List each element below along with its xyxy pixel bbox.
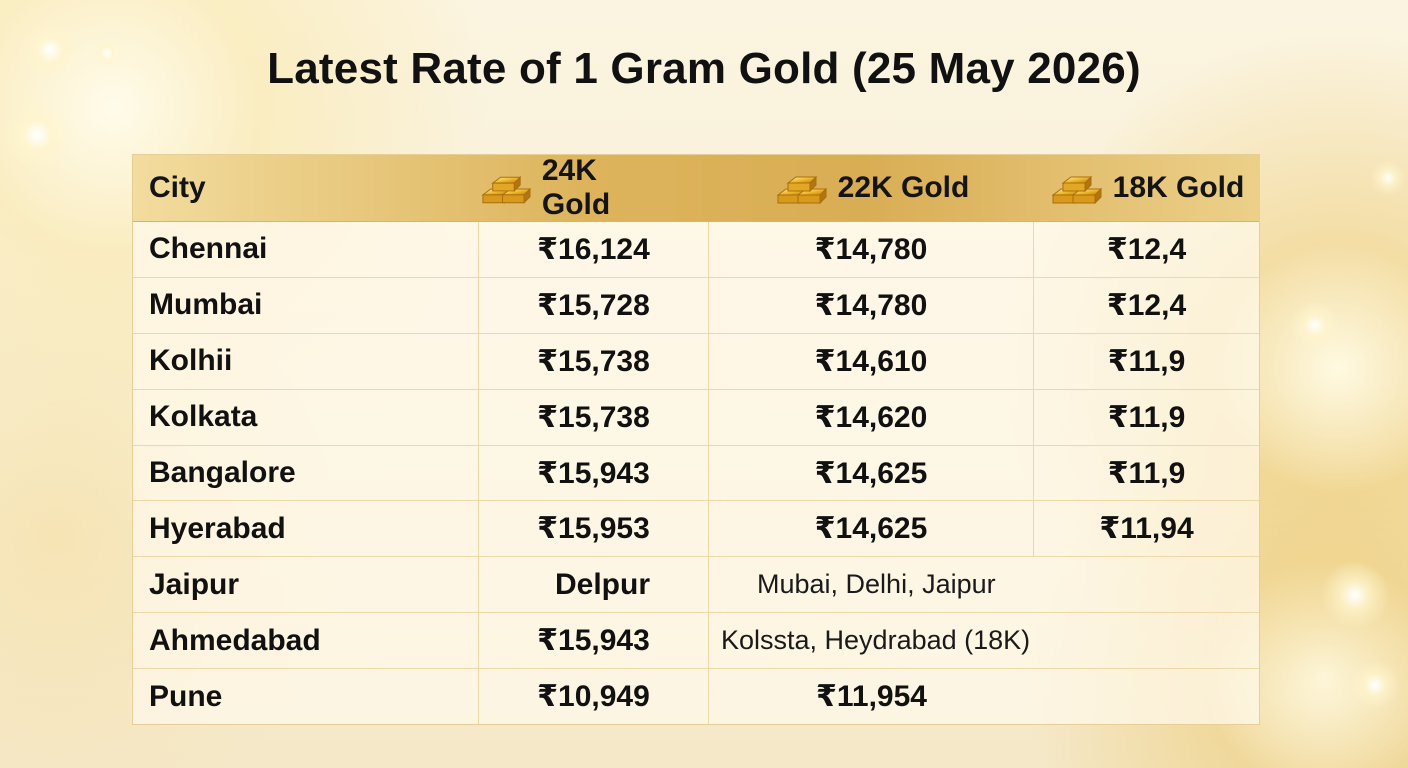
city-cell: Mumbai <box>133 277 479 333</box>
sparkle-decoration <box>1320 560 1390 630</box>
city-cell: Pune <box>133 669 479 725</box>
table-row: Ahmedabad ₹15,943 Kolssta, Heydrabad (18… <box>133 612 1259 669</box>
table-row: Mumbai ₹15,728 ₹14,780 ₹12,4 <box>133 276 1259 333</box>
table-row: Hyerabad ₹15,953 ₹14,625 ₹11,94 <box>133 500 1259 557</box>
sparkle-decoration <box>1350 660 1400 710</box>
column-header-18k: 18K Gold <box>1034 165 1259 211</box>
table-row: Bangalore ₹15,943 ₹14,625 ₹11,9 <box>133 444 1259 501</box>
rate-24k-cell: ₹15,738 <box>479 333 709 389</box>
rate-18k-cell: ₹11,9 <box>1107 456 1186 490</box>
rate-18k-cell: ₹12,4 <box>1106 288 1187 322</box>
page-title: Latest Rate of 1 Gram Gold (25 May 2026) <box>267 44 1141 93</box>
city-cell: Ahmedabad <box>133 613 479 669</box>
gold-bars-icon <box>481 176 532 204</box>
city-cell: Bangalore <box>133 445 479 501</box>
column-header-22k-label: 22K Gold <box>837 171 970 204</box>
table-row: Jaipur Delpur Mubai, Delhi, Jaipur <box>133 556 1259 613</box>
rate-22k-cell: ₹14,620 <box>709 389 1034 445</box>
gold-bars-icon <box>1051 175 1102 205</box>
rate-24k-cell: ₹15,943 <box>479 445 709 501</box>
rate-24k-cell: ₹10,949 <box>479 669 709 725</box>
column-header-22k: 22K Gold <box>709 165 1034 211</box>
table-row: Pune ₹10,949 ₹11,954 <box>133 668 1259 725</box>
table-row: Kolkata ₹15,738 ₹14,620 ₹11,9 <box>133 388 1259 445</box>
rate-18k-cell: ₹11,9 <box>1107 400 1186 434</box>
rate-24k-cell: ₹16,124 <box>479 222 709 277</box>
rate-22k-cell: ₹14,780 <box>709 222 1034 277</box>
note-cell: Mubai, Delhi, Jaipur <box>757 569 996 600</box>
rate-22k-cell: ₹14,625 <box>709 501 1034 557</box>
table-row: Chennai ₹16,124 ₹14,780 ₹12,4 <box>133 222 1259 277</box>
rate-24k-cell: ₹15,738 <box>479 389 709 445</box>
rate-18k-cell: ₹11,9 <box>1107 344 1186 378</box>
sparkle-decoration <box>1370 160 1406 196</box>
rate-24k-cell: ₹15,953 <box>479 501 709 557</box>
table-header: City 24K Gold <box>133 154 1259 222</box>
column-header-city: City <box>149 171 206 204</box>
gold-rate-table: City 24K Gold <box>132 154 1260 726</box>
rate-18k-cell: ₹12,4 <box>1106 232 1187 266</box>
column-header-18k-label: 18K Gold <box>1112 171 1245 204</box>
sparkle-decoration <box>20 20 80 80</box>
city-cell: Hyerabad <box>133 501 479 557</box>
column-header-24k-label: 24K Gold <box>541 154 611 221</box>
rate-24k-cell: Delpur <box>479 557 709 613</box>
rate-18k-cell: ₹11,94 <box>1099 512 1194 546</box>
sparkle-decoration <box>92 38 122 68</box>
rate-24k-cell: ₹15,943 <box>479 613 709 669</box>
city-cell: Kolkata <box>133 389 479 445</box>
rate-24k-cell: ₹15,728 <box>479 277 709 333</box>
column-header-24k: 24K Gold <box>479 154 709 222</box>
city-cell: Chennai <box>133 222 479 277</box>
rate-22k-cell: ₹14,780 <box>709 277 1034 333</box>
sparkle-decoration <box>1290 300 1340 350</box>
sparkle-decoration <box>2 100 72 170</box>
table-row: Kolhii ₹15,738 ₹14,610 ₹11,9 <box>133 332 1259 389</box>
rate-22k-cell: ₹14,625 <box>709 445 1034 501</box>
gold-bars-icon <box>776 175 827 205</box>
city-cell: Kolhii <box>133 333 479 389</box>
city-cell: Jaipur <box>133 557 479 613</box>
rate-22k-cell: ₹14,610 <box>709 333 1034 389</box>
note-cell: Kolssta, Heydrabad (18K) <box>721 625 1031 656</box>
rate-22k-cell: ₹11,954 <box>816 680 927 714</box>
